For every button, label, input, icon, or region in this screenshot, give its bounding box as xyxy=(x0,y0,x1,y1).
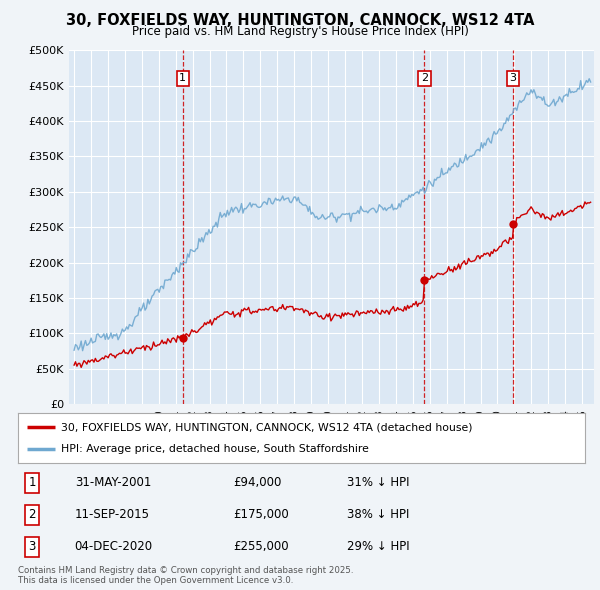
Text: 2: 2 xyxy=(28,508,36,521)
Text: 1: 1 xyxy=(179,74,187,83)
Text: 29% ↓ HPI: 29% ↓ HPI xyxy=(347,540,409,553)
Text: 04-DEC-2020: 04-DEC-2020 xyxy=(75,540,153,553)
Text: 2: 2 xyxy=(421,74,428,83)
Text: 3: 3 xyxy=(28,540,36,553)
Text: 1: 1 xyxy=(28,476,36,489)
Text: £255,000: £255,000 xyxy=(233,540,289,553)
Text: HPI: Average price, detached house, South Staffordshire: HPI: Average price, detached house, Sout… xyxy=(61,444,368,454)
Text: 30, FOXFIELDS WAY, HUNTINGTON, CANNOCK, WS12 4TA (detached house): 30, FOXFIELDS WAY, HUNTINGTON, CANNOCK, … xyxy=(61,422,472,432)
Text: 11-SEP-2015: 11-SEP-2015 xyxy=(75,508,150,521)
Text: £175,000: £175,000 xyxy=(233,508,289,521)
Text: 3: 3 xyxy=(509,74,517,83)
Text: Contains HM Land Registry data © Crown copyright and database right 2025.
This d: Contains HM Land Registry data © Crown c… xyxy=(18,566,353,585)
Text: 30, FOXFIELDS WAY, HUNTINGTON, CANNOCK, WS12 4TA: 30, FOXFIELDS WAY, HUNTINGTON, CANNOCK, … xyxy=(66,13,534,28)
Text: 38% ↓ HPI: 38% ↓ HPI xyxy=(347,508,409,521)
Text: 31% ↓ HPI: 31% ↓ HPI xyxy=(347,476,409,489)
Text: £94,000: £94,000 xyxy=(233,476,282,489)
Text: 31-MAY-2001: 31-MAY-2001 xyxy=(75,476,151,489)
Text: Price paid vs. HM Land Registry's House Price Index (HPI): Price paid vs. HM Land Registry's House … xyxy=(131,25,469,38)
